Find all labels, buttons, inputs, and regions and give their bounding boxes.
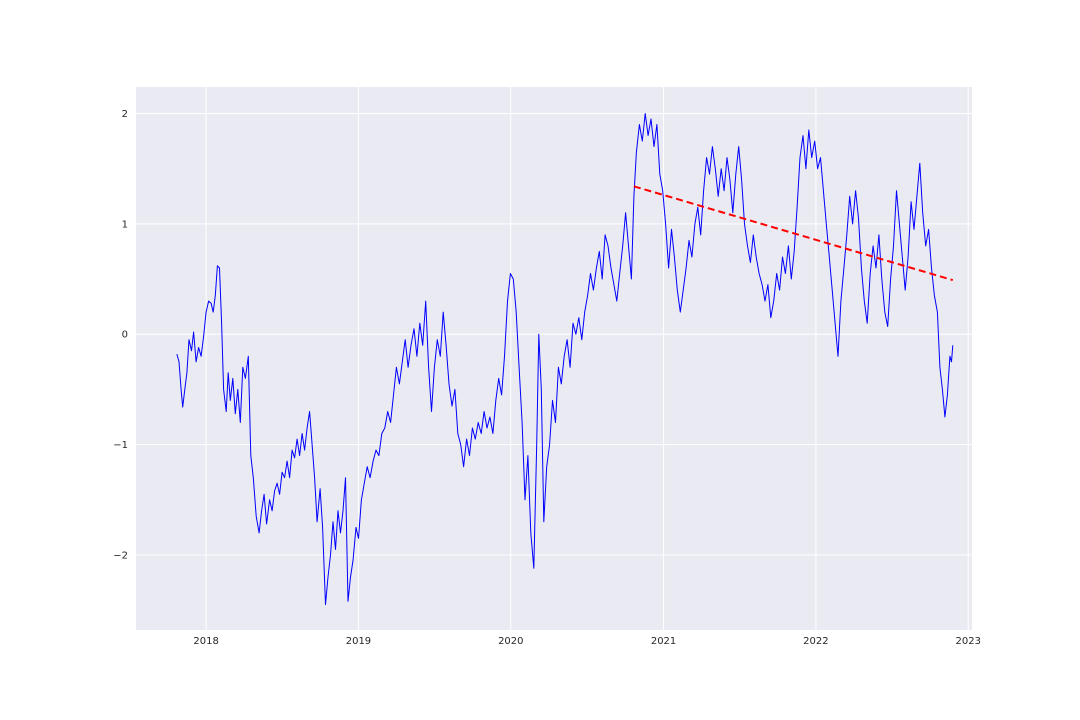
plot-area <box>136 87 972 630</box>
x-tick-label: 2021 <box>651 636 676 647</box>
grid <box>136 87 972 630</box>
x-tick-label: 2020 <box>498 636 523 647</box>
x-tick-label: 2019 <box>346 636 371 647</box>
y-tick-label: −1 <box>113 440 128 451</box>
trend-line <box>633 185 954 282</box>
x-tick-label: 2018 <box>193 636 218 647</box>
y-tick-label: 1 <box>122 219 128 230</box>
y-tick-label: 2 <box>122 109 128 120</box>
x-tick-label: 2022 <box>803 636 828 647</box>
y-tick-label: 0 <box>122 330 128 341</box>
series-layer <box>176 113 954 606</box>
tick-labels: 2018 2019 2020 2021 2022 2023 2 1 0 −1 −2 <box>113 109 981 647</box>
x-tick-label: 2023 <box>956 636 981 647</box>
y-tick-label: −2 <box>113 550 128 561</box>
series-line <box>176 113 954 606</box>
